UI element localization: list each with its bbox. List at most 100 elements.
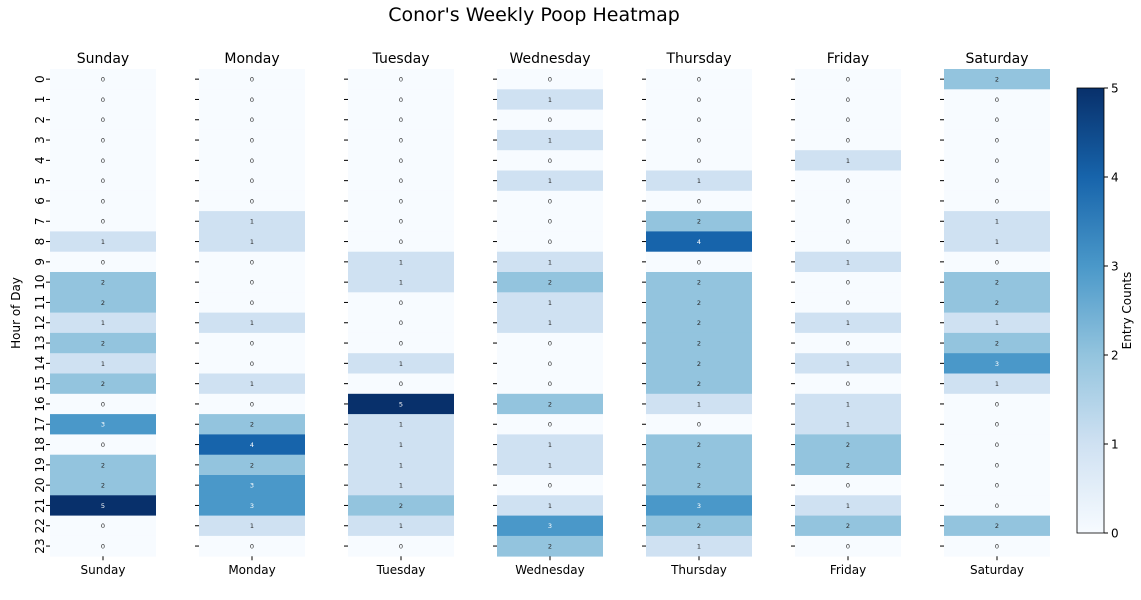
cell-value-label: 2 — [995, 76, 999, 84]
cell-value-label: 0 — [250, 360, 254, 368]
heatmap-cell — [497, 69, 603, 90]
heatmap-cell — [497, 150, 603, 171]
heatmap-cell — [50, 515, 156, 537]
heatmap-cell — [199, 515, 305, 537]
heatmap-cell — [497, 272, 603, 293]
cell-value-label: 0 — [548, 157, 552, 165]
heatmap-cell — [50, 332, 156, 354]
cell-value-label: 2 — [548, 400, 552, 408]
y-tick-label: 5 — [33, 177, 47, 185]
heatmap-cell — [795, 109, 901, 131]
heatmap-cell — [646, 475, 752, 496]
heatmap-cell — [199, 231, 305, 253]
cell-value-label: 1 — [548, 258, 552, 266]
cell-value-label: 0 — [846, 197, 850, 205]
cell-value-label: 0 — [399, 319, 403, 327]
heatmap-cell — [50, 231, 156, 253]
cell-value-label: 0 — [101, 218, 105, 226]
cell-value-label: 0 — [846, 482, 850, 490]
heatmap-cell — [50, 373, 156, 395]
cell-value-label: 1 — [250, 380, 254, 388]
y-tick-label: 20 — [33, 478, 47, 493]
cell-value-label: 0 — [995, 461, 999, 469]
cell-value-label: 0 — [250, 157, 254, 165]
heatmap-cell — [50, 434, 156, 456]
cell-value-label: 2 — [101, 279, 105, 287]
cell-value-label: 1 — [846, 360, 850, 368]
panel-wednesday: Wednesday 0 1 0 1 0 1 0 0 0 1 2 1 1 0 0 0 2 0 1 1 0 1 3 2 Wednesd… — [493, 51, 603, 577]
heatmap-cell — [795, 414, 901, 435]
cell-value-label: 0 — [548, 76, 552, 84]
heatmap-cell — [646, 535, 752, 557]
cell-value-label: 0 — [250, 197, 254, 205]
heatmap-cell — [50, 414, 156, 435]
heatmap-cell — [944, 495, 1050, 516]
colorbar: 0 1 2 3 4 5 Entry Counts — [1076, 82, 1134, 541]
heatmap-cell — [497, 373, 603, 395]
cell-value-label: 1 — [548, 461, 552, 469]
heatmap-cell — [646, 231, 752, 253]
colorbar-tick-label: 0 — [1111, 527, 1119, 541]
cell-value-label: 0 — [101, 522, 105, 530]
y-tick-label: 6 — [33, 197, 47, 205]
heatmap-cell — [497, 393, 603, 415]
cell-value-label: 0 — [995, 116, 999, 124]
heatmap-cell — [795, 170, 901, 192]
panel-title-friday: Friday — [827, 51, 869, 67]
cell-value-label: 0 — [846, 380, 850, 388]
cell-value-label: 0 — [846, 96, 850, 104]
cell-value-label: 0 — [399, 197, 403, 205]
heatmap-cell — [50, 495, 156, 516]
heatmap-cell — [199, 69, 305, 90]
colorbar-tick-label: 3 — [1111, 260, 1119, 274]
x-tick-label: Saturday — [970, 563, 1024, 577]
heatmap-cell — [199, 332, 305, 354]
heatmap-cell — [348, 109, 454, 131]
heatmap-cell — [348, 231, 454, 253]
cell-value-label: 0 — [697, 258, 701, 266]
heatmap-cell — [497, 414, 603, 435]
cell-value-label: 0 — [250, 279, 254, 287]
heatmap-cell — [50, 251, 156, 273]
colorbar-label: Entry Counts — [1120, 272, 1134, 350]
panel-thursday: Thursday 0 0 0 0 0 1 0 2 4 0 2 2 2 2 2 2 1 0 2 2 2 3 2 1 Thursday — [642, 51, 752, 577]
cell-value-label: 0 — [250, 400, 254, 408]
cell-value-label: 1 — [697, 400, 701, 408]
panel-friday: Friday 0 0 0 0 1 0 0 0 0 1 0 0 1 0 1 0 1 1 2 2 0 1 2 0 Friday — [791, 51, 901, 577]
cell-value-label: 1 — [250, 218, 254, 226]
heatmap-cell — [646, 292, 752, 313]
cell-value-label: 0 — [399, 136, 403, 144]
heatmap-cell — [795, 292, 901, 313]
heatmap-cell — [646, 434, 752, 456]
y-tick-label: 22 — [33, 518, 47, 533]
heatmap-cell — [199, 312, 305, 334]
heatmap-cell — [795, 211, 901, 232]
cell-value-label: 2 — [995, 299, 999, 307]
heatmap-cell — [50, 475, 156, 496]
heatmap-cell — [944, 69, 1050, 90]
colorbar-tick-label: 1 — [1111, 438, 1119, 452]
heatmap-cell — [944, 211, 1050, 232]
heatmap-cell — [795, 312, 901, 334]
cell-value-label: 0 — [548, 482, 552, 490]
heatmap-cell — [199, 454, 305, 476]
cell-value-label: 0 — [697, 136, 701, 144]
heatmap-cell — [944, 150, 1050, 171]
cell-value-label: 0 — [101, 96, 105, 104]
heatmap-cell — [497, 190, 603, 212]
heatmap-cell — [795, 353, 901, 374]
heatmap-cell — [646, 150, 752, 171]
cell-value-label: 3 — [548, 522, 552, 530]
heatmap-cell — [795, 231, 901, 253]
panel-title-wednesday: Wednesday — [509, 51, 590, 67]
heatmap-cell — [646, 272, 752, 293]
cell-value-label: 1 — [399, 522, 403, 530]
cell-value-label: 0 — [697, 116, 701, 124]
y-tick-label: 14 — [33, 356, 47, 371]
heatmap-cell — [944, 251, 1050, 273]
cell-value-label: 0 — [995, 482, 999, 490]
day-panels: Sunday0001020304050607180921021111221311… — [33, 51, 1050, 577]
heatmap-cell — [348, 211, 454, 232]
cell-value-label: 0 — [548, 238, 552, 246]
cell-value-label: 0 — [846, 136, 850, 144]
